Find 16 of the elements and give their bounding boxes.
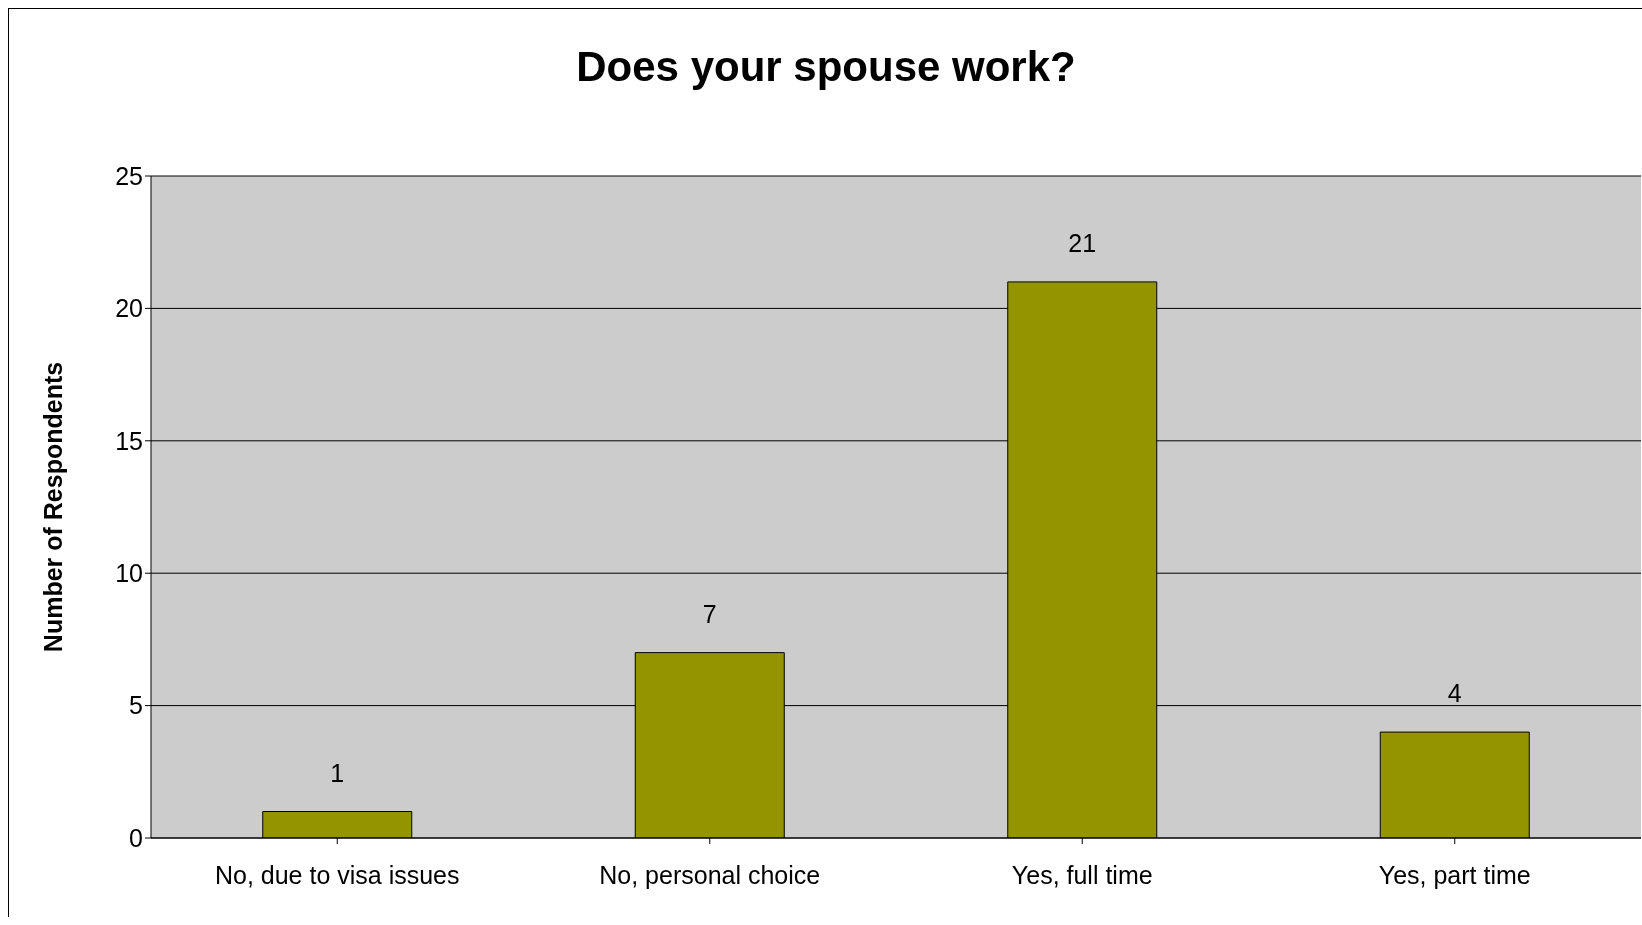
y-tick-label: 15 bbox=[115, 426, 143, 455]
y-axis-title: Number of Respondents bbox=[38, 361, 67, 653]
data-label: 21 bbox=[1068, 228, 1097, 257]
data-label: 7 bbox=[702, 599, 717, 628]
x-tick-label: No, due to visa issues bbox=[214, 860, 460, 889]
x-tick-label: No, personal choice bbox=[599, 860, 821, 889]
data-label: 4 bbox=[1447, 679, 1462, 708]
y-tick-label: 5 bbox=[129, 691, 143, 720]
y-tick-label: 25 bbox=[115, 161, 143, 190]
y-tick-label: 0 bbox=[129, 823, 143, 852]
x-tick-label: Yes, full time bbox=[1011, 860, 1153, 889]
x-tick-label: Yes, part time bbox=[1378, 860, 1531, 889]
data-label: 1 bbox=[330, 758, 345, 787]
y-tick-label: 20 bbox=[115, 294, 143, 323]
y-tick-label: 10 bbox=[115, 559, 143, 588]
chart-title: Does your spouse work? bbox=[575, 43, 1077, 91]
